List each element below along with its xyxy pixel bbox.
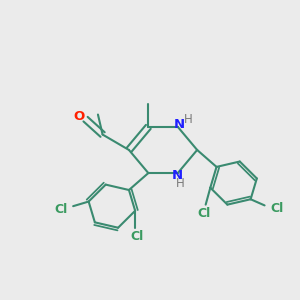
Text: Cl: Cl — [270, 202, 284, 215]
Text: H: H — [176, 177, 184, 190]
Text: O: O — [74, 110, 85, 123]
Text: Cl: Cl — [130, 230, 143, 244]
Text: H: H — [184, 113, 193, 126]
Text: N: N — [172, 169, 183, 182]
Text: N: N — [174, 118, 185, 131]
Text: Cl: Cl — [197, 207, 211, 220]
Text: Cl: Cl — [54, 203, 68, 216]
